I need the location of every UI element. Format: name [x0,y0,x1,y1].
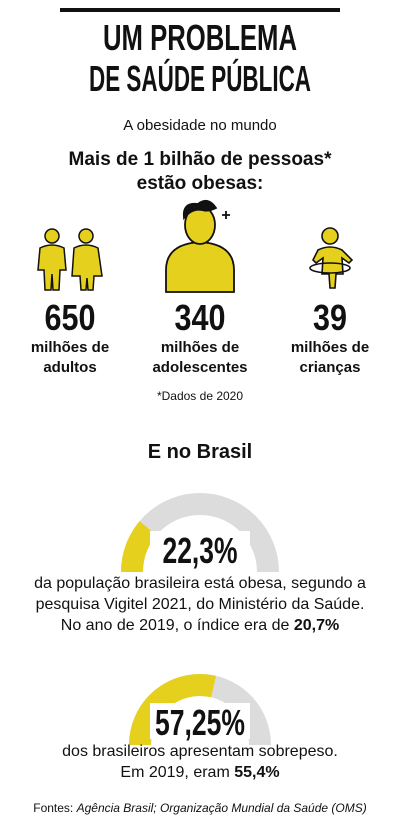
gauge-label: 57,25% [155,702,245,743]
description-part: No ano de 2019, o índice era de [61,617,294,634]
group-label: milhões de [291,339,369,356]
group-value: 650 [45,297,96,338]
value-backdrop [150,531,250,567]
sources-text: Agência Brasil; Organização Mundial da S… [76,801,367,815]
sources-label: Fontes: [33,801,76,815]
headline: estão obesas: [137,173,264,194]
top-rule [60,8,340,12]
group-label: adolescentes [152,359,247,376]
group-label: crianças [300,359,361,376]
gauge-value [121,521,157,573]
sources: Fontes: Agência Brasil; Organização Mund… [33,801,367,815]
child-icon [309,227,354,289]
description-part: Em 2019, eram [120,764,234,781]
group-label: milhões de [161,339,239,356]
footnote: *Dados de 2020 [157,389,243,403]
teen-icon [165,199,235,293]
group-value: 340 [175,297,226,338]
description: No ano de 2019, o índice era de 20,7% [61,617,339,634]
title: DE SAÚDE PÚBLICA [89,57,311,99]
description-part: dos brasileiros apresentam sobrepeso. [62,743,338,760]
description-part: da população brasileira está obesa, segu… [34,575,366,592]
title: UM PROBLEMA [103,17,297,58]
headline: Mais de 1 bilhão de pessoas* [69,149,333,170]
group-label: adultos [43,359,96,376]
description: pesquisa Vigitel 2021, do Ministério da … [36,596,365,613]
description: Em 2019, eram 55,4% [120,764,279,781]
gauge-label: 22,3% [163,530,238,571]
group-value: 39 [313,297,347,338]
adults-icon [37,228,103,291]
section-title: E no Brasil [148,441,252,463]
description: da população brasileira está obesa, segu… [34,575,366,592]
value-backdrop [150,703,250,739]
subtitle: A obesidade no mundo [123,117,276,134]
gauge-value [129,674,217,746]
highlight: 20,7% [294,617,339,634]
description: dos brasileiros apresentam sobrepeso. [62,743,338,760]
group-label: milhões de [31,339,109,356]
highlight: 55,4% [234,764,279,781]
description-part: pesquisa Vigitel 2021, do Ministério da … [36,596,365,613]
